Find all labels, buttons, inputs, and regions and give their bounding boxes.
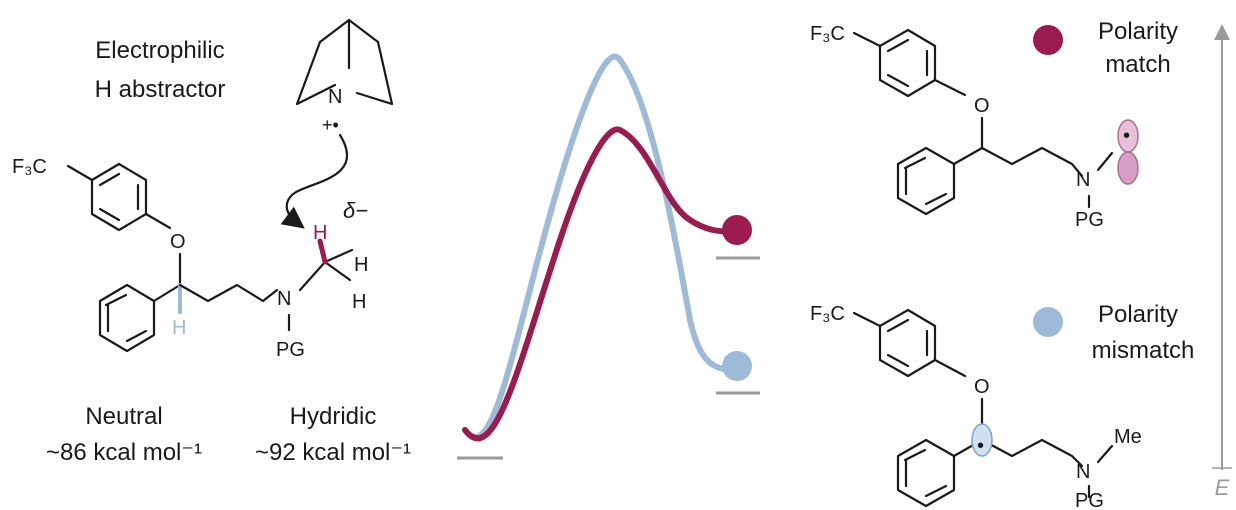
- mismatch-legend-marker: [1033, 307, 1063, 337]
- mismatch-protecting-group: PG: [1075, 490, 1104, 510]
- mismatch-energy-curve: [462, 53, 740, 440]
- match-cf3-group: F₃C: [810, 23, 845, 45]
- mismatch-radical-structure: F₃C O • N PG Me: [810, 303, 1142, 510]
- protecting-group: PG: [276, 339, 305, 361]
- match-label-line2: match: [1105, 51, 1170, 78]
- mismatch-methyl: Me: [1114, 426, 1142, 448]
- hydridic-label: Hydridic: [290, 403, 377, 430]
- hydridic-energy: ~92 kcal mol⁻¹: [255, 439, 411, 466]
- hydridic-ch-bond: [317, 238, 328, 265]
- left-substrate: F₃C O H N PG H H H: [12, 156, 368, 361]
- abstraction-arrow: [280, 133, 349, 229]
- energy-axis-arrowhead: [1214, 24, 1230, 40]
- neutral-energy: ~86 kcal mol⁻¹: [46, 439, 202, 466]
- abstractor-label-line1: Electrophilic: [95, 37, 224, 64]
- match-radical-dot: •: [1123, 125, 1130, 147]
- match-energy-curve: [462, 126, 740, 442]
- energy-profile: [457, 53, 760, 460]
- neutral-label: Neutral: [85, 403, 162, 430]
- mismatch-radical-dot: •: [977, 435, 984, 457]
- mismatch-label-line1: Polarity: [1098, 301, 1178, 328]
- mismatch-cf3-group: F₃C: [810, 303, 845, 325]
- match-amine-nitrogen: N: [1076, 169, 1090, 191]
- quinuclidine-nitrogen: N: [328, 86, 342, 108]
- mismatch-p-orbital: [971, 423, 993, 457]
- mismatch-ether-oxygen: O: [974, 376, 990, 398]
- energy-axis-label: E: [1215, 475, 1230, 500]
- neutral-hydrogen: H: [172, 317, 186, 339]
- partial-charge: δ−: [343, 198, 368, 223]
- mismatch-label-line2: mismatch: [1092, 337, 1195, 364]
- match-protecting-group: PG: [1075, 209, 1104, 231]
- match-ether-oxygen: O: [974, 95, 990, 117]
- match-product-marker: [722, 215, 752, 245]
- ether-oxygen: O: [170, 231, 186, 253]
- match-label-line1: Polarity: [1098, 18, 1178, 45]
- methyl-hydrogen-1: H: [354, 254, 368, 276]
- match-p-orbital-bottom: [1117, 151, 1139, 185]
- match-legend-marker: [1033, 25, 1063, 55]
- radical-cation-mark: +•: [322, 115, 339, 135]
- abstractor-label-line2: H abstractor: [95, 76, 226, 103]
- methyl-hydrogen-2: H: [352, 291, 366, 313]
- mismatch-product-marker: [722, 351, 752, 381]
- amine-nitrogen: N: [277, 288, 291, 310]
- mismatch-amine-nitrogen: N: [1076, 461, 1090, 483]
- hydridic-hydrogen: H: [313, 222, 327, 244]
- match-radical-structure: F₃C O N PG •: [810, 23, 1139, 231]
- cf3-group: F₃C: [12, 156, 47, 178]
- quinuclidine-radical-cation: N +•: [295, 18, 394, 135]
- energy-axis: E: [1212, 24, 1232, 500]
